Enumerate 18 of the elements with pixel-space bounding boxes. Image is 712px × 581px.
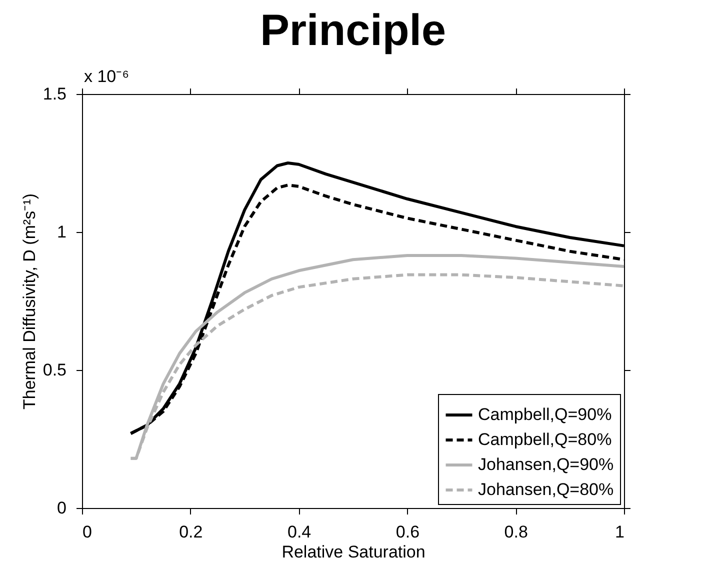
- x-tick-label: 0.6: [396, 522, 420, 542]
- legend-label: Campbell,Q=90%: [478, 405, 612, 424]
- x-tick-label: 0.2: [179, 522, 203, 542]
- chart-title: Principle: [260, 6, 446, 55]
- x-tick-label: 1: [615, 522, 624, 542]
- x-tick-label: 0.4: [287, 522, 312, 542]
- y-axis-title: Thermal Diffusivity, D (m²s⁻¹): [20, 194, 39, 410]
- y-tick-label: 0: [57, 498, 66, 518]
- legend-label: Johansen,Q=80%: [478, 480, 614, 499]
- y-tick-label: 1.5: [42, 84, 66, 104]
- y-tick-label: 1: [57, 222, 66, 242]
- legend-label: Johansen,Q=90%: [478, 455, 614, 474]
- x-axis-title: Relative Saturation: [282, 542, 426, 562]
- x-tick-label: 0.8: [504, 522, 528, 542]
- x-tick-label: 0: [82, 522, 92, 542]
- text: x 10⁻⁶: [84, 67, 130, 86]
- y-tick-label: 0.5: [42, 360, 66, 380]
- legend-label: Campbell,Q=80%: [478, 430, 612, 449]
